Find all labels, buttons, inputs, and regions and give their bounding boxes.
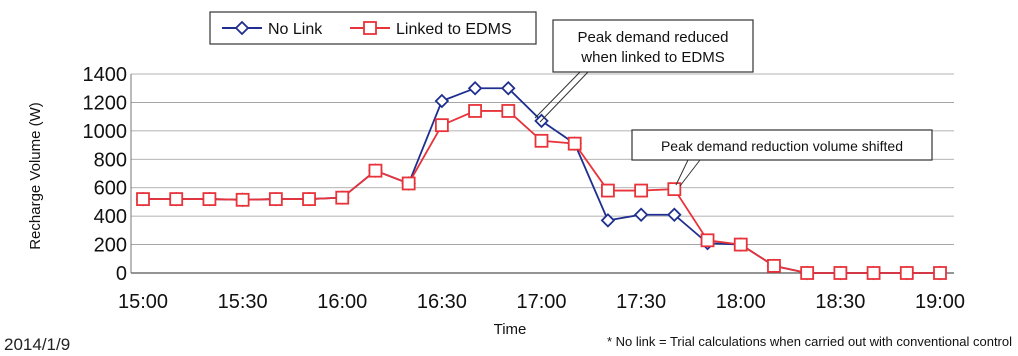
data-point-linked-to-edms <box>899 266 914 280</box>
annotation-pointer <box>539 71 589 123</box>
data-point-no-link <box>633 207 649 222</box>
data-point-linked-to-edms <box>700 233 715 248</box>
annotation-text-line: Peak demand reduced <box>578 29 729 46</box>
data-point-linked-to-edms <box>268 192 283 206</box>
data-point-linked-to-edms <box>667 182 682 197</box>
x-tick-label: 19:00 <box>915 291 965 313</box>
annotation-box <box>631 129 933 161</box>
data-point-linked-to-edms <box>767 258 781 273</box>
data-point-linked-to-edms <box>733 237 748 252</box>
annotation-text-line: Peak demand reduction volume shifted <box>661 138 903 154</box>
data-point-linked-to-edms <box>800 266 815 280</box>
x-tick-label: 17:00 <box>516 291 566 313</box>
y-tick-label: 1000 <box>83 121 128 143</box>
x-tick-label: 16:30 <box>417 291 467 313</box>
annotation-reduction-shifted: Peak demand reduction volume shifted <box>631 129 933 187</box>
data-point-linked-to-edms <box>368 163 383 178</box>
data-point-linked-to-edms <box>235 192 250 207</box>
legend: No Link Linked to EDMS <box>209 11 537 45</box>
data-point-linked-to-edms <box>634 183 649 198</box>
legend-label: No Link <box>268 21 323 38</box>
footnote: * No link = Trial calculations when carr… <box>607 334 1012 349</box>
x-tick-label: 15:30 <box>218 291 268 313</box>
data-point-linked-to-edms <box>501 104 516 118</box>
data-point-linked-to-edms <box>933 266 947 280</box>
data-point-linked-to-edms <box>833 266 848 280</box>
x-tick-label: 15:00 <box>118 291 168 313</box>
x-axis-title: Time <box>494 321 527 338</box>
y-tick-label: 600 <box>94 178 127 200</box>
data-point-linked-to-edms <box>136 192 150 206</box>
annotation-pointer <box>534 71 581 119</box>
y-tick-label: 400 <box>94 206 127 228</box>
x-tick-label: 18:00 <box>716 291 766 313</box>
legend-item-no-link: No Link <box>222 20 323 38</box>
annotation-pointer <box>675 159 689 186</box>
data-point-linked-to-edms <box>401 176 416 191</box>
data-point-no-link <box>600 213 616 228</box>
data-point-no-link <box>434 93 450 109</box>
x-tick-label: 17:30 <box>616 291 666 313</box>
y-tick-label: 0 <box>116 263 127 285</box>
y-axis-title: Recharge Volume (W) <box>27 102 44 250</box>
legend-label: Linked to EDMS <box>396 21 512 38</box>
annotation-pointer <box>679 159 701 187</box>
y-tick-label: 200 <box>94 235 127 257</box>
data-point-linked-to-edms <box>567 136 582 151</box>
square-marker-icon <box>363 21 377 35</box>
data-point-linked-to-edms <box>534 133 549 148</box>
data-point-no-link <box>667 207 682 222</box>
series-layer <box>135 80 948 281</box>
data-point-linked-to-edms <box>169 192 184 206</box>
data-point-linked-to-edms <box>866 266 881 280</box>
y-tick-label: 1400 <box>83 64 128 86</box>
data-point-linked-to-edms <box>302 192 316 206</box>
data-point-linked-to-edms <box>434 118 449 133</box>
annotation-text-line: when linked to EDMS <box>580 49 724 66</box>
x-tick-label: 16:00 <box>317 291 367 313</box>
grid-lines <box>131 73 954 274</box>
y-tick-label: 1200 <box>83 92 128 114</box>
chart-date: 2014/1/9 <box>4 335 70 354</box>
data-point-linked-to-edms <box>202 192 217 206</box>
y-tick-label: 800 <box>94 149 127 171</box>
data-point-no-link <box>467 80 483 96</box>
annotation-peak-reduced: Peak demand reduced when linked to EDMS <box>534 19 754 123</box>
diamond-marker-icon <box>234 20 250 36</box>
legend-item-linked-to-edms: Linked to EDMS <box>350 21 512 38</box>
data-point-linked-to-edms <box>601 183 615 198</box>
annotation-box <box>552 19 754 73</box>
axes: 0 200 400 600 800 1000 1200 1400 15:00 15:30 16:00… <box>83 64 966 313</box>
x-tick-label: 18:30 <box>815 291 865 313</box>
data-point-no-link <box>501 80 516 96</box>
data-point-linked-to-edms <box>335 190 350 205</box>
data-point-linked-to-edms <box>468 104 482 118</box>
